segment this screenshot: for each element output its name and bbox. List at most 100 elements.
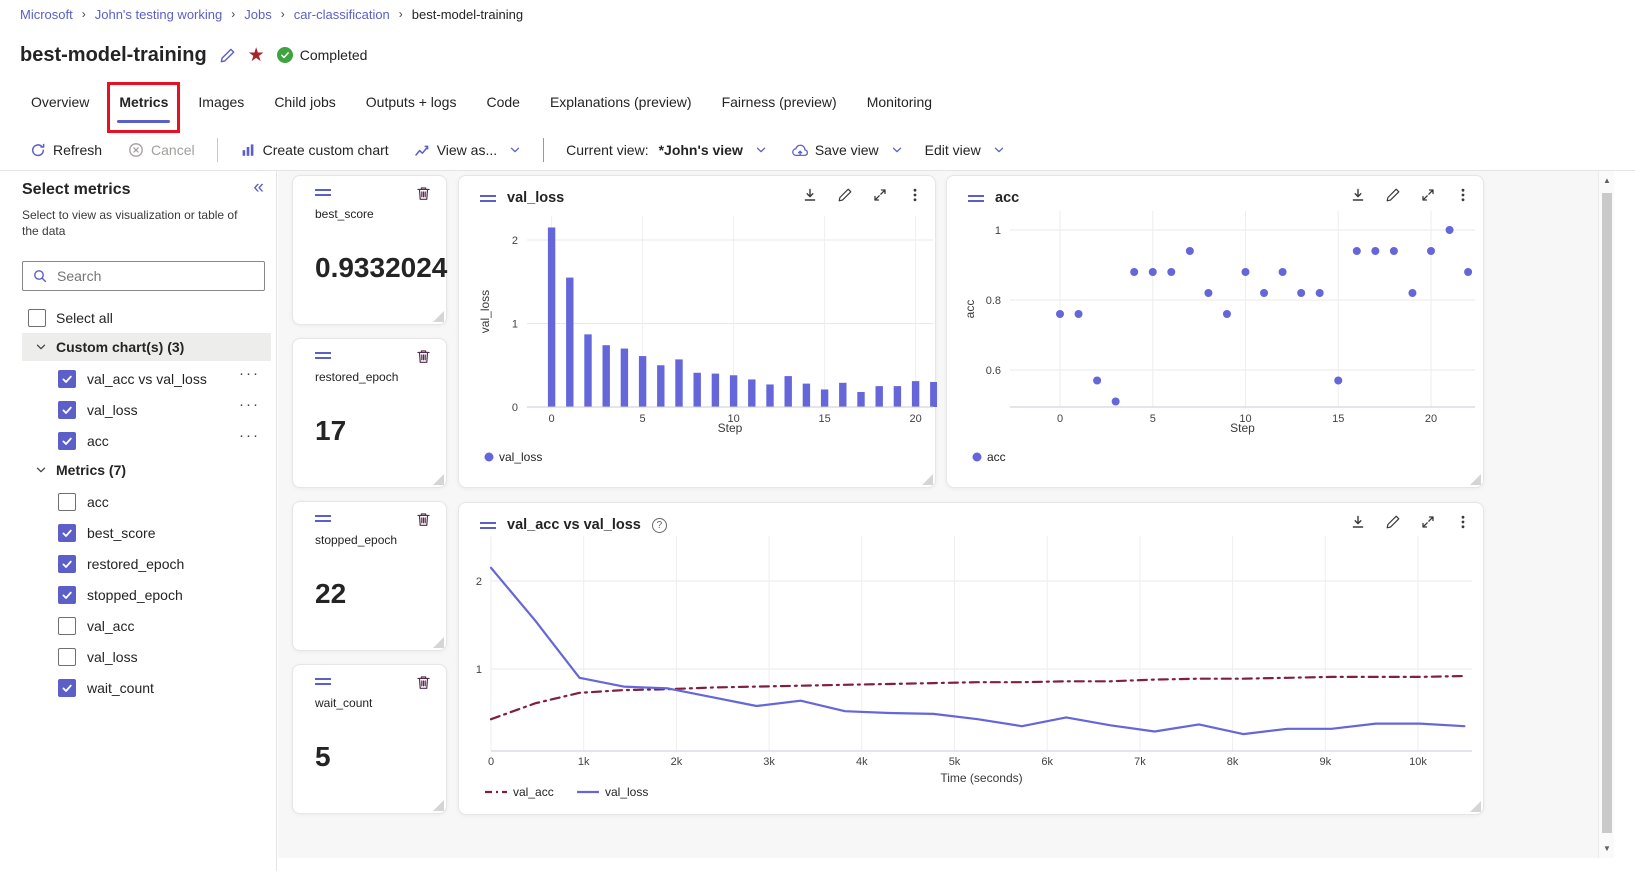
resize-handle[interactable] (433, 474, 444, 485)
create-custom-chart-button[interactable]: Create custom chart (240, 142, 389, 158)
resize-handle[interactable] (922, 474, 933, 485)
tab-overview[interactable]: Overview (31, 94, 90, 110)
drag-handle-icon[interactable] (315, 352, 331, 359)
metric-checkbox-stopped-epoch[interactable] (58, 585, 76, 604)
download-chart-button-download-icon[interactable] (1350, 187, 1366, 203)
stat-card-wait-count[interactable]: wait_count 5 (292, 664, 447, 814)
metric-group-custom-chart-s-3[interactable]: Custom chart(s) (3) (22, 333, 271, 361)
download-chart-button-download-icon[interactable] (802, 187, 818, 203)
panel-title: Select metrics (22, 181, 131, 198)
resize-handle[interactable] (433, 637, 444, 648)
edit-chart-button-pencil-icon[interactable] (1385, 187, 1401, 203)
page-title: best-model-training (20, 43, 207, 66)
metric-checkbox-best-score[interactable] (58, 523, 76, 542)
tab-outputs-logs[interactable]: Outputs + logs (365, 94, 457, 110)
tab-monitoring[interactable]: Monitoring (866, 94, 933, 110)
expand-chart-button-expand-icon[interactable] (1420, 187, 1436, 203)
collapse-panel-button[interactable]: « (253, 177, 264, 198)
drag-handle-icon[interactable] (968, 194, 984, 202)
breadcrumb-item-car-classification[interactable]: car-classification (293, 6, 390, 22)
download-chart-button-download-icon[interactable] (1350, 514, 1366, 530)
favorite-star-icon[interactable]: ★ (247, 44, 265, 66)
tab-explanations-preview[interactable]: Explanations (preview) (549, 94, 692, 110)
resize-handle[interactable] (1470, 474, 1481, 485)
chart-card-val-loss[interactable]: val_loss 0 1 2 0 5 10 15 20 Step val_loss val_loss (458, 175, 937, 488)
drag-handle-icon[interactable] (315, 515, 331, 522)
breadcrumb-item-john-s-testing-working[interactable]: John's testing working (94, 6, 223, 22)
stat-card-stopped-epoch[interactable]: stopped_epoch 22 (292, 501, 447, 651)
chart-menu-button-kebab-icon[interactable] (907, 187, 923, 203)
item-menu-button[interactable]: ··· (239, 427, 260, 444)
resize-handle[interactable] (433, 311, 444, 322)
metric-checkbox-val-acc-vs-val-loss[interactable] (58, 369, 76, 388)
metric-checkbox-val-acc[interactable] (58, 616, 76, 635)
drag-handle-icon[interactable] (315, 678, 331, 685)
metrics-toolbar: Refresh Cancel Create custom chart View … (0, 132, 1005, 168)
drag-handle-icon[interactable] (480, 194, 496, 202)
svg-text:15: 15 (1332, 413, 1344, 425)
svg-text:20: 20 (1425, 413, 1437, 425)
chart-menu-button-kebab-icon[interactable] (1455, 514, 1471, 530)
view-as-button[interactable]: View as... (414, 142, 521, 158)
tab-code[interactable]: Code (486, 94, 520, 110)
item-menu-button[interactable]: ··· (239, 396, 260, 413)
metric-item-restored-epoch: restored_epoch (0, 548, 276, 579)
expand-chart-button-expand-icon[interactable] (872, 187, 888, 203)
current-view-dropdown[interactable]: *John's view (659, 142, 767, 158)
delete-card-button[interactable] (415, 674, 432, 691)
chart-actions (1350, 187, 1471, 203)
delete-card-button[interactable] (415, 511, 432, 528)
metric-checkbox-val-loss[interactable] (58, 400, 76, 419)
breadcrumb-item-jobs[interactable]: Jobs (244, 6, 272, 22)
scroll-down-button[interactable]: ▼ (1603, 844, 1611, 853)
refresh-button[interactable]: Refresh (30, 142, 102, 158)
metric-item-label: restored_epoch (87, 555, 185, 572)
stat-card-best-score[interactable]: best_score 0.9332024 (292, 175, 447, 325)
resize-handle[interactable] (433, 800, 444, 811)
metric-checkbox-acc[interactable] (58, 431, 76, 450)
delete-card-button[interactable] (415, 348, 432, 365)
svg-text:2k: 2k (671, 756, 683, 768)
metric-checkbox-acc[interactable] (58, 492, 76, 511)
metric-item-val-loss: val_loss ··· (0, 394, 276, 425)
svg-text:1: 1 (995, 225, 1001, 237)
expand-chart-button-expand-icon[interactable] (1420, 514, 1436, 530)
resize-handle[interactable] (1470, 801, 1481, 812)
svg-text:1: 1 (476, 664, 482, 676)
svg-text:8k: 8k (1227, 756, 1239, 768)
svg-text:val_acc: val_acc (513, 785, 554, 799)
tab-images[interactable]: Images (198, 94, 245, 110)
edit-chart-button-pencil-icon[interactable] (837, 187, 853, 203)
tab-metrics[interactable]: Metrics (107, 82, 181, 133)
metric-checkbox-wait-count[interactable] (58, 678, 76, 697)
metric-group-metrics-7[interactable]: Metrics (7) (22, 456, 271, 484)
tab-fairness-preview[interactable]: Fairness (preview) (721, 94, 837, 110)
metric-checkbox-restored-epoch[interactable] (58, 554, 76, 573)
edit-chart-button-pencil-icon[interactable] (1385, 514, 1401, 530)
stat-card-restored-epoch[interactable]: restored_epoch 17 (292, 338, 447, 488)
scroll-thumb[interactable] (1602, 193, 1612, 833)
help-icon[interactable]: ? (651, 517, 667, 533)
scroll-up-button[interactable]: ▲ (1603, 176, 1611, 185)
delete-card-button[interactable] (415, 185, 432, 202)
search-input[interactable] (22, 261, 265, 291)
chart-card-val-acc-vs-val-loss[interactable]: val_acc vs val_loss? 1 2 0 1k 2k 3k 4k 5k 6k 7k 8k 9… (458, 502, 1484, 815)
save-view-button[interactable]: Save view (791, 142, 903, 159)
item-menu-button[interactable]: ··· (239, 365, 260, 382)
column-chart-icon (240, 142, 256, 158)
edit-view-button[interactable]: Edit view (925, 142, 1005, 158)
select-all-checkbox[interactable] (28, 309, 46, 327)
drag-handle-icon[interactable] (480, 521, 496, 529)
drag-handle-icon[interactable] (315, 189, 331, 196)
vertical-scrollbar[interactable]: ▲ ▼ (1598, 171, 1614, 858)
rename-pencil-icon[interactable] (219, 47, 236, 64)
chart-menu-button-kebab-icon[interactable] (1455, 187, 1471, 203)
metric-checkbox-val-loss[interactable] (58, 647, 76, 666)
chart-card-acc[interactable]: acc 0.6 0.8 1 0 5 10 15 20 Step acc acc (946, 175, 1484, 488)
cancel-icon (128, 142, 144, 158)
svg-text:9k: 9k (1319, 756, 1331, 768)
tab-child-jobs[interactable]: Child jobs (274, 94, 336, 110)
svg-text:0.8: 0.8 (986, 295, 1001, 307)
cancel-button[interactable]: Cancel (128, 142, 195, 158)
breadcrumb-item-microsoft[interactable]: Microsoft (20, 6, 73, 22)
